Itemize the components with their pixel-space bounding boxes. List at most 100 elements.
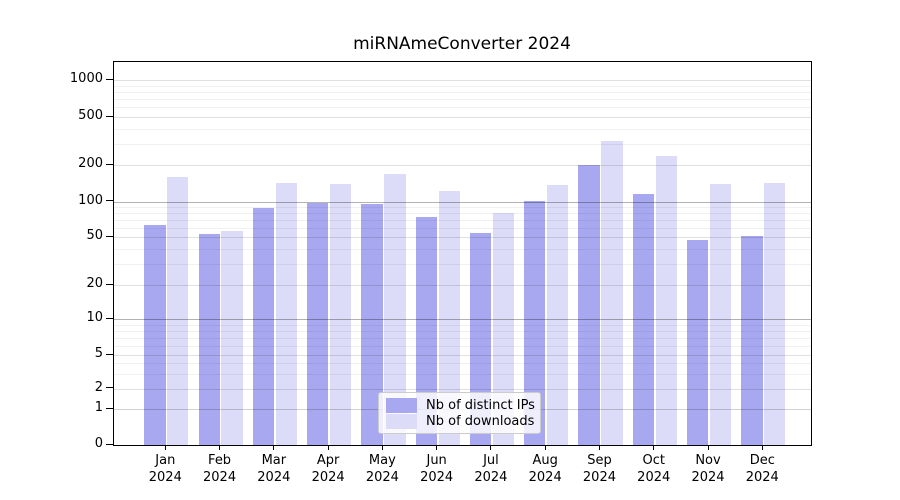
y-tick-mark-100 (106, 200, 113, 202)
y-tick-mark-2 (106, 387, 113, 389)
x-tick-label-oct: Oct 2024 (624, 452, 684, 486)
y-tick-mark-50 (106, 235, 113, 237)
legend-swatch-distinct-ips (386, 397, 417, 413)
gridline-2 (114, 388, 811, 390)
x-tick-year: 2024 (474, 470, 508, 485)
minor-gridline-900 (114, 85, 811, 87)
bar-distinct-ips (578, 164, 600, 445)
x-tick-mark-sep (598, 445, 600, 450)
bar-distinct-ips (741, 236, 763, 445)
y-tick-label-500: 500 (78, 108, 103, 123)
x-tick-year: 2024 (365, 470, 399, 485)
x-tick-year: 2024 (257, 470, 291, 485)
bar-downloads (547, 185, 569, 445)
y-tick-label-100: 100 (78, 192, 103, 208)
x-tick-month: Jun (426, 453, 447, 468)
x-tick-mark-mar (273, 445, 275, 450)
bar-distinct-ips (632, 194, 655, 445)
bar-downloads (275, 183, 298, 445)
x-tick-mark-apr (327, 445, 329, 450)
gridline-5 (114, 355, 811, 357)
minor-gridline-6 (114, 345, 811, 347)
x-tick-year: 2024 (745, 470, 779, 485)
legend-swatch-downloads (386, 413, 417, 429)
gridline-1000 (114, 80, 811, 81)
y-tick-label-5: 5 (94, 346, 103, 362)
x-tick-year: 2024 (691, 470, 725, 485)
x-tick-label-jan: Jan 2024 (135, 452, 195, 486)
minor-gridline-7 (114, 337, 811, 339)
legend-label-distinct-ips: Nb of distinct IPs (426, 397, 535, 413)
bar-downloads (167, 177, 189, 445)
y-tick-mark-10 (106, 317, 113, 319)
minor-gridline-30 (114, 263, 811, 265)
x-tick-label-nov: Nov 2024 (678, 452, 738, 486)
y-tick-mark-500 (106, 115, 113, 117)
x-tick-year: 2024 (582, 470, 616, 485)
x-tick-mark-dec (761, 445, 763, 450)
minor-gridline-80 (114, 213, 811, 215)
legend-label-downloads: Nb of downloads (426, 413, 535, 429)
minor-gridline-4 (114, 363, 811, 365)
x-tick-year: 2024 (528, 470, 562, 485)
bar-downloads (221, 231, 243, 445)
x-tick-month: Sep (587, 453, 612, 468)
bar-distinct-ips (687, 240, 709, 445)
y-tick-label-50: 50 (86, 228, 103, 243)
bar-distinct-ips (524, 201, 546, 445)
minor-gridline-8 (114, 330, 811, 332)
minor-gridline-90 (114, 207, 811, 209)
y-tick-label-1: 1 (94, 400, 103, 416)
minor-gridline-70 (114, 219, 811, 221)
x-tick-month: Jan (155, 453, 176, 468)
bar-downloads (601, 141, 623, 445)
gridline-200 (114, 165, 811, 166)
x-tick-year: 2024 (148, 470, 182, 485)
x-tick-month: May (368, 453, 396, 468)
gridline-100 (114, 201, 811, 203)
bar-distinct-ips (415, 217, 437, 445)
x-tick-month: Feb (208, 453, 232, 468)
x-tick-month: Aug (532, 453, 558, 468)
x-tick-mark-may (381, 445, 383, 450)
y-tick-label-20: 20 (86, 276, 103, 291)
y-tick-mark-20 (106, 283, 113, 285)
x-tick-mark-feb (219, 445, 221, 450)
y-tick-mark-1 (106, 407, 113, 409)
bar-distinct-ips (144, 225, 166, 445)
bar-downloads (330, 183, 352, 445)
bar-distinct-ips (307, 203, 329, 445)
gridline-10 (114, 319, 811, 321)
x-tick-month: Apr (316, 453, 340, 468)
minor-gridline-3 (114, 373, 811, 375)
x-tick-label-jul: Jul 2024 (461, 452, 521, 486)
y-tick-label-1000: 1000 (69, 71, 103, 86)
minor-gridline-600 (114, 107, 811, 109)
minor-gridline-700 (114, 99, 811, 101)
x-tick-label-mar: Mar 2024 (244, 452, 304, 486)
y-tick-mark-200 (106, 163, 113, 165)
y-tick-label-200: 200 (78, 156, 103, 171)
x-tick-year: 2024 (311, 470, 345, 485)
x-tick-label-dec: Dec 2024 (732, 452, 792, 486)
x-tick-month: Mar (261, 453, 287, 468)
legend-entry-distinct-ips: Nb of distinct IPs (386, 397, 535, 413)
bar-downloads (709, 183, 732, 445)
x-tick-label-may: May 2024 (352, 452, 412, 486)
bar-downloads (384, 174, 406, 445)
bar-downloads (764, 182, 786, 445)
bar-distinct-ips (252, 207, 275, 445)
y-tick-mark-0 (106, 443, 113, 445)
bar-downloads (492, 213, 515, 445)
x-tick-label-jun: Jun 2024 (407, 452, 467, 486)
plot-area (113, 61, 812, 446)
minor-gridline-300 (114, 143, 811, 145)
y-tick-label-0: 0 (94, 436, 103, 451)
x-tick-mark-jun (436, 445, 438, 450)
y-tick-mark-5 (106, 353, 113, 355)
y-tick-label-10: 10 (86, 310, 103, 326)
gridline-20 (114, 285, 811, 286)
x-tick-mark-aug (544, 445, 546, 450)
gridline-500 (114, 117, 811, 118)
bar-downloads (655, 155, 677, 445)
